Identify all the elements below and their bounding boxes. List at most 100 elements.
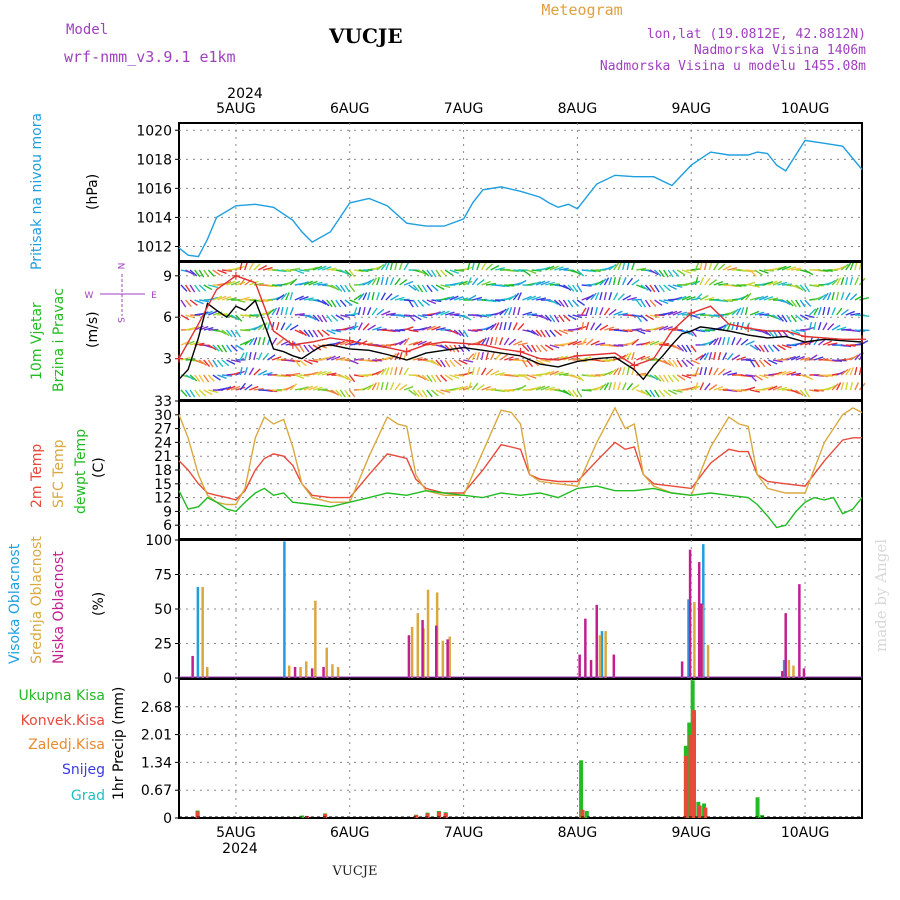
wind-arrow [444,344,452,352]
wind-arrow [608,277,613,286]
wind-panel: 3 6 9 [163,261,870,401]
wind-arrow [198,359,207,367]
wind-arrow [754,374,763,381]
wind-arrow [357,306,362,316]
wind-arrow [408,341,419,346]
wind-arrow [663,325,673,331]
wind-arrow [472,296,483,301]
wind-arrow [389,277,395,286]
wind-arrow [531,281,541,286]
wind-arrow [385,293,393,301]
panel-frame [178,539,863,679]
wind-arrow [208,284,218,289]
bar [205,666,209,678]
wind-arrow [818,374,829,378]
wind-arrow [476,384,485,391]
bar [802,668,806,678]
wind-arrow [249,280,259,286]
wind-arrow [667,269,674,278]
wind-arrow [699,382,705,391]
year-top: 2024 [227,86,263,102]
wind-arrow [421,389,428,398]
precip-unit: 1hr Precip (mm) [111,687,127,800]
wind-arrow [203,284,213,291]
wind-arrow [540,385,550,391]
wind-arrow [850,329,861,333]
wind-arrow [813,307,819,316]
wind-arrow [758,295,769,301]
wind-arrow [790,355,801,361]
wind-arrow [430,284,439,292]
wind-arrow [845,276,849,286]
wind-arrow [836,277,842,286]
wind-arrow [512,322,518,331]
wind-arrow [376,277,381,286]
wind-arrow [367,359,378,363]
wind-arrow [266,322,271,331]
y-tick-label: 100 [145,533,172,549]
wind-arrow [608,263,617,271]
wind-arrow [317,314,324,323]
wind-arrow [763,296,774,301]
wind-arrow [217,269,227,275]
wind-arrow [326,299,333,308]
wind-arrow [676,344,685,352]
wind-arrow [481,280,491,286]
wind-arrow [681,269,692,274]
y-tick-label: 24 [154,435,172,451]
wind-arrow [640,389,649,396]
wind-arrow [795,341,806,346]
wind-arrow [826,292,832,301]
wind-arrow [267,389,278,393]
wind-arrow [599,278,607,286]
wind-arrow [640,299,647,308]
day-label-top: 9AUG [671,101,711,117]
wind-arrow [727,309,737,316]
wind-arrow [253,351,257,361]
wind-arrow [312,370,323,376]
wind-arrow [508,338,517,346]
wind-arrow [249,385,259,391]
wind-arrow [258,369,268,376]
wind-arrow [835,291,840,301]
wind-arrow [612,262,620,271]
wind-arrow [412,299,419,308]
y-tick-label: 3 [163,352,172,368]
wind-arrow [226,359,236,365]
day-label-bottom: 5AUG [216,825,256,841]
wind-arrow [713,351,717,361]
wind-arrow [777,370,787,376]
wind-arrow [326,267,337,271]
wind-arrow [622,294,632,301]
wind-arrow [235,314,243,322]
bar [407,635,411,678]
wind-arrow [344,284,351,293]
wind-arrow [517,323,525,331]
wind-arrow [444,295,455,301]
wind-arrow [544,344,554,351]
wind-arrow [809,389,820,393]
wind-arrow [612,367,620,376]
wind-arrow [321,266,332,271]
wind-arrow [690,314,701,319]
wind-arrow [221,329,230,337]
wind-arrow [585,338,594,346]
wind-arrow [358,292,365,301]
wind-arrow [321,329,330,337]
wind-arrow [563,284,572,291]
wind-arrow [754,269,763,276]
cloud-legend: Visoka Oblacnost Srednja Oblacnost Niska… [7,536,107,664]
wind-arrow [485,299,496,303]
wind-arrow [471,261,475,271]
wind-arrow [599,291,603,301]
wind-arrow [271,307,278,316]
wind-arrow [854,261,858,271]
rain-conv-label: Konvek.Kisa [21,713,105,729]
precipitation-panel: 0 0.67 1.34 2.01 2.68 [141,678,863,827]
wind-arrow [257,336,261,346]
wind-arrow [640,284,649,291]
wind-arrow [189,325,200,331]
bar [703,807,708,818]
wind-arrow [549,329,557,338]
wind-arrow [777,344,786,351]
